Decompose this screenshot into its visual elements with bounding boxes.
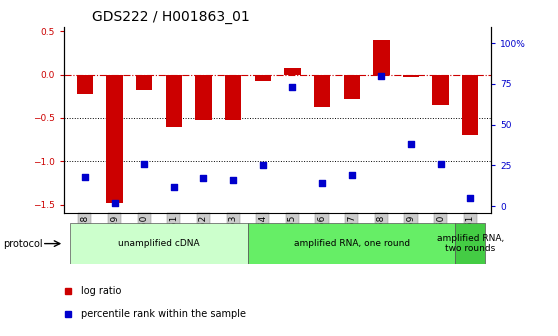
Point (377, 73, 386, 79)
Point (110, 200, 119, 206)
Point (288, 85, 297, 90)
Point (170, 184, 179, 189)
Text: log ratio: log ratio (81, 286, 122, 296)
Text: unamplified cDNA: unamplified cDNA (118, 239, 200, 248)
Bar (284, 68, 301, 75)
Point (229, 177, 238, 183)
Point (258, 163, 267, 168)
Text: GDS222 / H001863_01: GDS222 / H001863_01 (92, 9, 250, 24)
Text: amplified RNA,
two rounds: amplified RNA, two rounds (437, 234, 504, 253)
Point (466, 195, 475, 201)
Point (436, 161, 445, 167)
Text: protocol: protocol (3, 239, 42, 249)
Bar (225, 75, 241, 120)
Bar (432, 75, 449, 105)
Point (347, 172, 356, 178)
Bar (70, 223, 248, 264)
Bar (314, 75, 330, 107)
Point (199, 176, 208, 181)
Bar (344, 75, 360, 99)
Bar (403, 75, 419, 77)
Point (140, 161, 148, 167)
Point (407, 141, 416, 147)
Text: amplified RNA, one round: amplified RNA, one round (294, 239, 410, 248)
Bar (166, 75, 182, 127)
Bar (195, 75, 211, 120)
Bar (462, 75, 478, 135)
Bar (373, 40, 389, 75)
Bar (248, 223, 455, 264)
Bar (136, 75, 152, 90)
Bar (107, 75, 123, 203)
Point (80, 174, 89, 179)
Point (318, 181, 326, 186)
Bar (77, 75, 93, 94)
Bar (455, 223, 485, 264)
Text: percentile rank within the sample: percentile rank within the sample (81, 309, 246, 319)
Bar (254, 75, 271, 81)
